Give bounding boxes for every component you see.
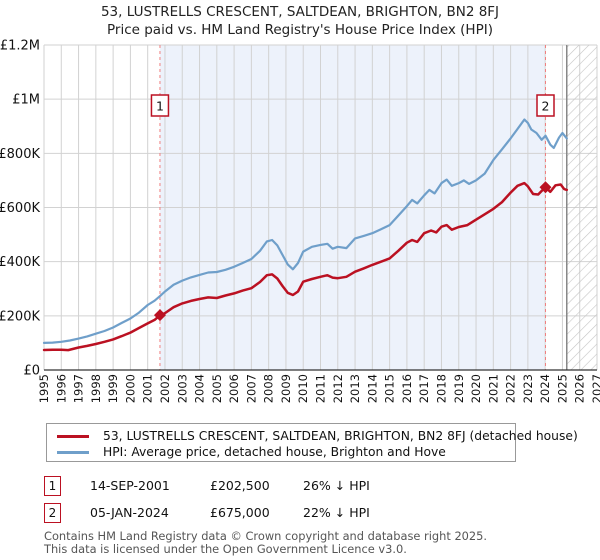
svg-text:£0: £0	[23, 364, 40, 379]
sale-2-hpi-delta: 22% ↓ HPI	[303, 505, 370, 520]
legend: 53, LUSTRELLS CRESCENT, SALTDEAN, BRIGHT…	[46, 423, 578, 462]
svg-text:2022: 2022	[504, 374, 518, 403]
sale-1-price: £202,500	[210, 478, 270, 493]
svg-text:£1.2M: £1.2M	[0, 39, 40, 54]
sale-marker-box-1: 1	[150, 94, 170, 117]
price-paid-line	[42, 181, 569, 352]
svg-text:2011: 2011	[314, 374, 328, 403]
svg-text:1998: 1998	[89, 374, 103, 403]
legend-label-price: 53, LUSTRELLS CRESCENT, SALTDEAN, BRIGHT…	[103, 429, 578, 443]
svg-text:2004: 2004	[193, 374, 207, 403]
svg-text:2023: 2023	[521, 374, 535, 403]
legend-item-price: 53, LUSTRELLS CRESCENT, SALTDEAN, BRIGHT…	[57, 428, 578, 444]
svg-text:2006: 2006	[227, 374, 241, 403]
sale-point-1	[153, 309, 166, 322]
svg-text:2010: 2010	[296, 374, 310, 403]
svg-text:2012: 2012	[331, 374, 345, 403]
svg-text:2019: 2019	[452, 374, 466, 403]
svg-text:2024: 2024	[538, 374, 552, 403]
svg-text:2007: 2007	[244, 374, 258, 403]
chart-title-block: 53, LUSTRELLS CRESCENT, SALTDEAN, BRIGHT…	[0, 3, 600, 39]
svg-text:2005: 2005	[210, 374, 224, 403]
legend-item-hpi: HPI: Average price, detached house, Brig…	[57, 444, 446, 460]
hpi-line-swatch	[57, 450, 89, 454]
svg-text:1: 1	[156, 99, 164, 114]
svg-text:£1M: £1M	[12, 93, 40, 108]
svg-text:£200K: £200K	[0, 309, 40, 324]
svg-text:2026: 2026	[573, 374, 587, 403]
sale-point-2	[539, 181, 552, 194]
footer-line-2: This data is licensed under the Open Gov…	[44, 541, 407, 556]
svg-text:1999: 1999	[106, 374, 120, 403]
svg-text:2025: 2025	[555, 374, 569, 403]
svg-text:2018: 2018	[434, 374, 448, 403]
svg-text:£400K: £400K	[0, 255, 40, 270]
svg-text:1997: 1997	[72, 374, 86, 403]
svg-text:2017: 2017	[417, 374, 431, 403]
svg-text:2009: 2009	[279, 374, 293, 403]
svg-text:2014: 2014	[365, 374, 379, 403]
x-axis-labels: 1995 1996 1997 1998 1999 2000 2001 2002 2003 2004…	[37, 374, 600, 403]
sale-2-price: £675,000	[210, 505, 270, 520]
svg-text:2001: 2001	[141, 374, 155, 403]
svg-text:2021: 2021	[486, 374, 500, 403]
svg-text:2003: 2003	[175, 374, 189, 403]
license-footer: Contains HM Land Registry data © Crown c…	[44, 530, 487, 555]
svg-text:2016: 2016	[400, 374, 414, 403]
sale-annotation-row: 2 05-JAN-2024 £675,000 22% ↓ HPI	[0, 503, 600, 525]
sale-1-badge: 1	[44, 476, 61, 496]
svg-text:2008: 2008	[262, 374, 276, 403]
sale-annotation-row: 1 14-SEP-2001 £202,500 26% ↓ HPI	[0, 476, 600, 498]
sale-2-badge: 2	[44, 503, 61, 523]
price-chart: 1 2 £0 £200K £400K £600K £800K £1M £1.2M 1995 1996…	[0, 39, 600, 404]
hpi-line	[42, 118, 568, 344]
svg-text:2020: 2020	[469, 374, 483, 403]
future-hatch-region	[566, 45, 597, 370]
svg-text:£600K: £600K	[0, 201, 40, 216]
legend-label-hpi: HPI: Average price, detached house, Brig…	[103, 445, 446, 459]
svg-text:2013: 2013	[348, 374, 362, 403]
sale-2-date: 05-JAN-2024	[90, 505, 169, 520]
price-line-swatch	[57, 434, 89, 438]
sale-marker-box-2: 2	[536, 94, 555, 117]
footer-line-1: Contains HM Land Registry data © Crown c…	[44, 529, 488, 543]
svg-text:2: 2	[542, 99, 550, 114]
sale-1-date: 14-SEP-2001	[90, 478, 170, 493]
svg-text:£800K: £800K	[0, 147, 40, 162]
page-subtitle: Price paid vs. HM Land Registry's House …	[107, 22, 493, 38]
svg-text:1995: 1995	[37, 374, 51, 403]
svg-text:2027: 2027	[590, 374, 600, 403]
svg-text:1996: 1996	[54, 374, 68, 403]
svg-text:2015: 2015	[383, 374, 397, 403]
svg-text:2002: 2002	[158, 374, 172, 403]
page-title: 53, LUSTRELLS CRESCENT, SALTDEAN, BRIGHT…	[100, 4, 500, 20]
y-axis-labels: £0 £200K £400K £600K £800K £1M £1.2M	[0, 39, 40, 379]
svg-text:2000: 2000	[123, 374, 137, 403]
sale-1-hpi-delta: 26% ↓ HPI	[303, 478, 370, 493]
